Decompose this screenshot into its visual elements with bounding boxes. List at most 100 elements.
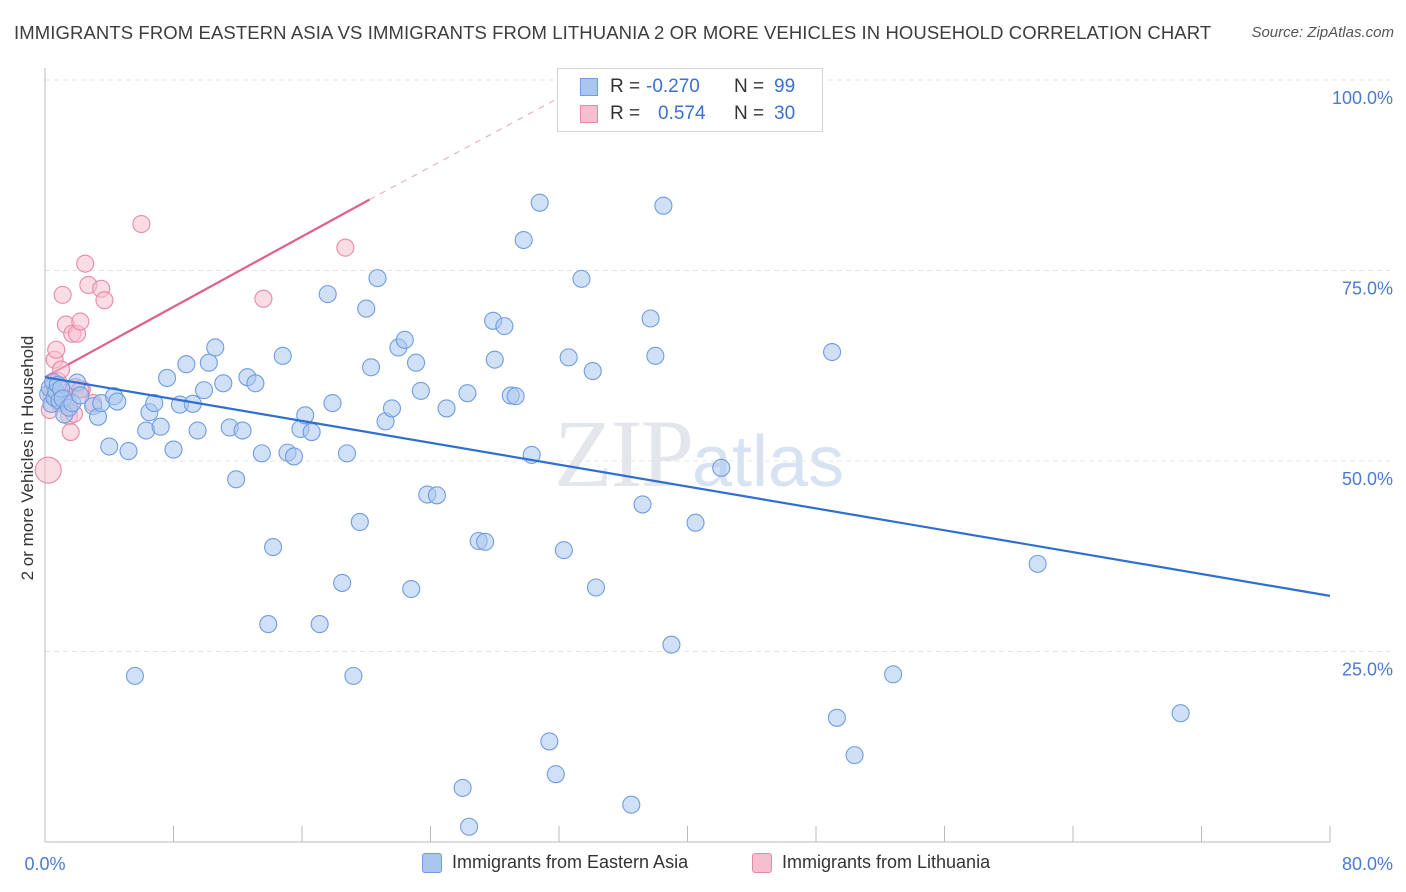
legend-r-label: R = [610, 103, 641, 124]
lithuania-trend [44, 94, 565, 379]
eastern-asia-point [357, 299, 376, 318]
eastern-asia-point [845, 746, 864, 765]
eastern-asia-point [554, 541, 573, 560]
eastern-asia-point [145, 394, 164, 413]
eastern-asia-point [395, 330, 414, 349]
legend-n-value: 99 [774, 76, 796, 97]
eastern-asia-point [214, 374, 233, 393]
eastern-asia-points [39, 193, 1190, 836]
lithuania-trend-line [44, 198, 370, 379]
eastern-asia-point [344, 666, 363, 685]
tick-labels: 25.0% 50.0% 75.0% 100.0% 0.0% 80.0% [24, 88, 1393, 874]
legend-swatch-blue [580, 78, 598, 96]
series-name: Immigrants from Eastern Asia [452, 852, 689, 872]
eastern-asia-point [546, 765, 565, 784]
eastern-asia-point [158, 368, 177, 387]
eastern-asia-point [586, 578, 605, 597]
eastern-asia-point [884, 665, 903, 684]
series-swatch-blue [422, 852, 442, 873]
eastern-asia-point [164, 440, 183, 459]
eastern-asia-point [427, 486, 446, 505]
eastern-asia-point [827, 708, 846, 727]
eastern-asia-point [686, 513, 705, 532]
eastern-asia-point [177, 355, 196, 374]
eastern-asia-point [246, 374, 265, 393]
eastern-asia-point [259, 615, 278, 634]
eastern-asia-point [633, 495, 652, 514]
lithuania-trend-extension [369, 94, 565, 201]
legend-r-value: 0.574 [658, 103, 706, 124]
lithuania-point [254, 289, 273, 308]
eastern-asia-point [362, 358, 381, 377]
eastern-asia-point [100, 437, 119, 456]
axes [44, 68, 1331, 843]
eastern-asia-point [506, 387, 525, 406]
eastern-asia-point [646, 346, 665, 365]
eastern-asia-point [459, 817, 479, 836]
eastern-asia-point [337, 444, 357, 463]
eastern-asia-point [151, 417, 170, 436]
y-tick-label: 25.0% [1342, 660, 1393, 680]
legend-n-label: N = [734, 76, 765, 97]
eastern-asia-point [572, 269, 591, 288]
lithuania-point [76, 254, 95, 273]
series-name: Immigrants from Lithuania [782, 852, 991, 872]
legend-row-lithuania: R = 0.574 N = 30 [580, 102, 795, 126]
x-tick-label: 80.0% [1342, 854, 1393, 874]
legend-n-label: N = [734, 103, 765, 124]
eastern-asia-point [411, 381, 430, 400]
eastern-asia-point [194, 381, 214, 400]
legend-r-value: -0.270 [646, 76, 700, 97]
legend-swatch-pink [580, 105, 598, 123]
y-tick-label: 50.0% [1342, 469, 1393, 489]
watermark-zip: ZIP [554, 400, 694, 507]
eastern-asia-point [823, 342, 842, 362]
eastern-asia-trend [44, 376, 1331, 597]
eastern-asia-point [583, 362, 602, 381]
eastern-asia-point [662, 635, 681, 654]
eastern-asia-point [199, 353, 218, 372]
y-axis-label: 2 or more Vehicles in Household [18, 335, 37, 581]
eastern-asia-point [476, 532, 495, 551]
eastern-asia-point [206, 338, 225, 357]
eastern-asia-point [530, 193, 549, 212]
eastern-asia-point [227, 470, 246, 489]
eastern-asia-point [654, 196, 673, 215]
y-tick-label: 100.0% [1332, 88, 1393, 108]
eastern-asia-point [514, 230, 533, 250]
legend-row-eastern-asia: R = -0.270 N = 99 [580, 75, 795, 99]
y-tick-label: 75.0% [1342, 279, 1393, 299]
chart-title: IMMIGRANTS FROM EASTERN ASIA VS IMMIGRAN… [14, 22, 1212, 43]
eastern-asia-point [485, 350, 504, 369]
lithuania-points [34, 214, 355, 484]
eastern-asia-point [1171, 704, 1190, 723]
eastern-asia-point [333, 573, 352, 592]
eastern-asia-point [641, 309, 660, 328]
eastern-asia-point [296, 406, 315, 425]
watermark: ZIPatlas [554, 398, 844, 509]
eastern-asia-point [302, 422, 321, 442]
eastern-asia-point [437, 399, 456, 418]
eastern-asia-point [252, 444, 271, 463]
eastern-asia-point [382, 399, 402, 418]
eastern-asia-point [540, 732, 559, 751]
eastern-asia-point [273, 346, 292, 365]
eastern-asia-point [368, 269, 387, 288]
eastern-asia-point [350, 512, 369, 532]
lithuania-point [336, 238, 355, 257]
eastern-asia-point [495, 317, 514, 336]
lithuania-point [34, 456, 62, 484]
lithuania-point [71, 312, 90, 331]
eastern-asia-point [108, 392, 127, 411]
eastern-asia-point [264, 538, 283, 557]
eastern-asia-point [119, 442, 138, 461]
legend-n-value: 30 [774, 103, 796, 124]
grid-lines [45, 79, 1390, 652]
series-legend-eastern-asia: Immigrants from Eastern Asia [422, 852, 688, 873]
x-tick-label: 0.0% [24, 854, 65, 874]
source-label: Source: ZipAtlas.com [1251, 24, 1394, 41]
correlation-legend: R = -0.270 N = 99 R = 0.574 N = 30 [557, 68, 823, 132]
eastern-asia-point [125, 666, 144, 685]
series-legend-lithuania: Immigrants from Lithuania [752, 852, 990, 873]
eastern-asia-point [310, 615, 329, 634]
